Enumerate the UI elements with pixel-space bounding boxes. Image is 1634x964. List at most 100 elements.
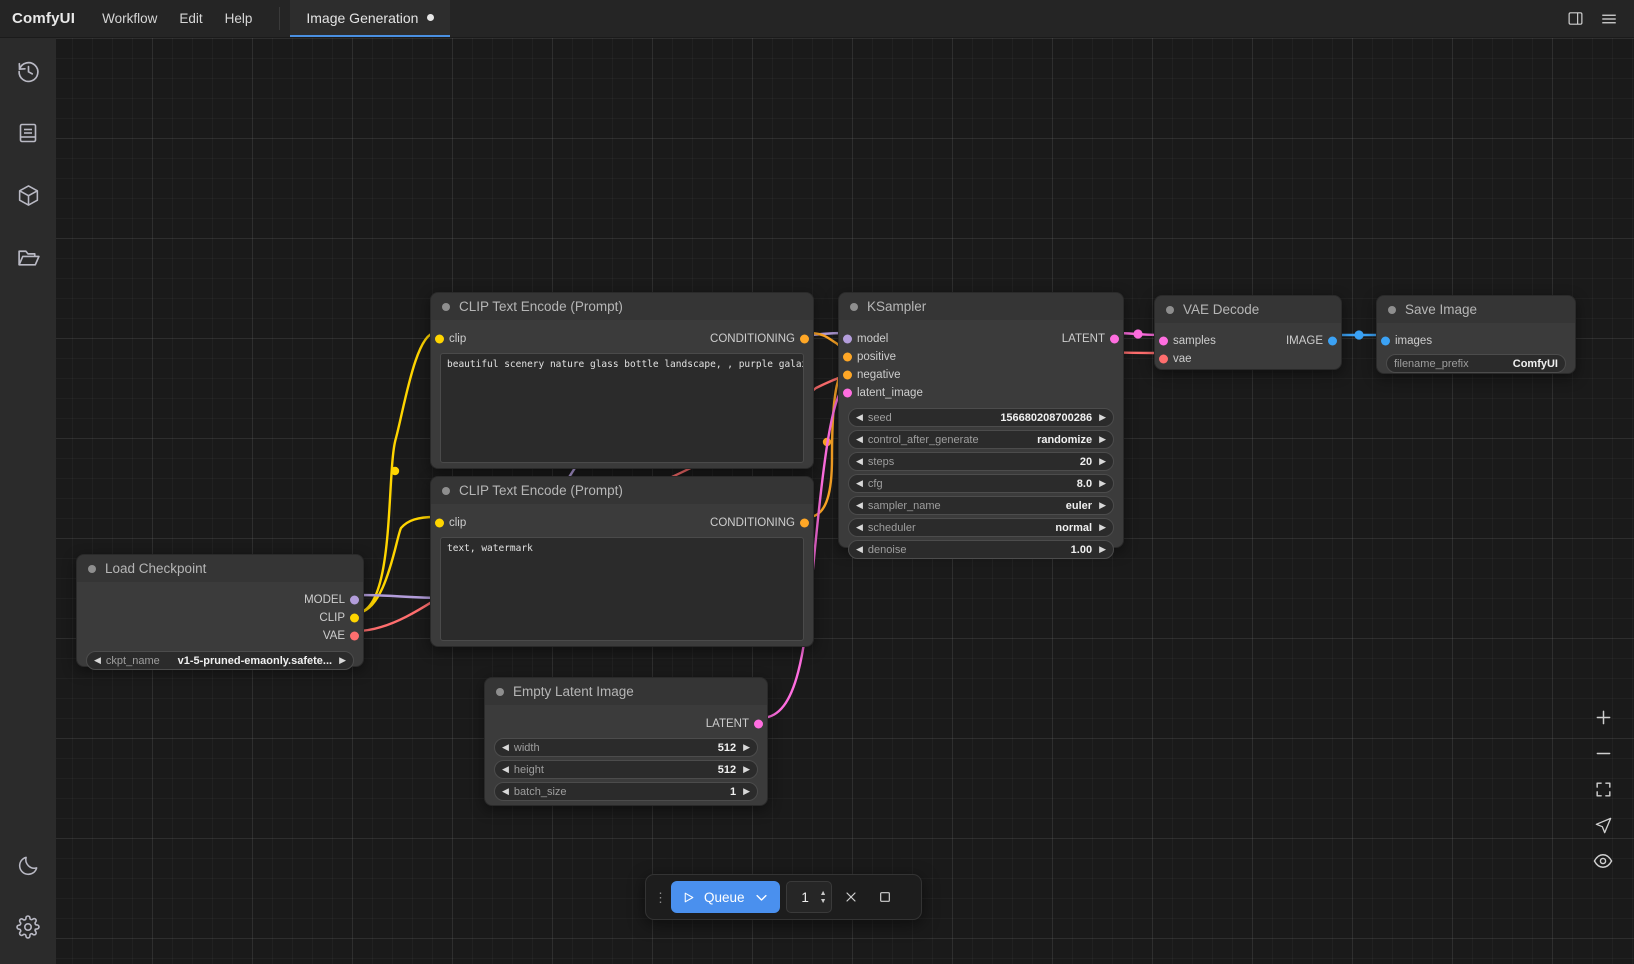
node-title-bar[interactable]: CLIP Text Encode (Prompt) — [431, 293, 813, 320]
node-vae-decode[interactable]: VAE Decode samples IMAGE vae — [1154, 295, 1342, 370]
increment-arrow-icon[interactable]: ▶ — [1099, 434, 1106, 444]
node-title-bar[interactable]: Save Image — [1377, 296, 1575, 323]
increment-arrow-icon[interactable]: ▶ — [339, 655, 346, 665]
node-collapse-dot[interactable] — [496, 687, 504, 696]
node-title-bar[interactable]: Empty Latent Image — [485, 678, 767, 705]
node-load-checkpoint[interactable]: Load Checkpoint MODEL CLIP VAE ◀ ckpt_na — [76, 554, 364, 670]
latent-output-dot[interactable] — [1110, 334, 1119, 344]
widget-control-after-generate[interactable]: ◀ control_after_generate randomize ▶ — [848, 430, 1114, 449]
node-empty-latent-image[interactable]: Empty Latent Image LATENT ◀ width 512 ▶ … — [484, 677, 768, 806]
menu-help[interactable]: Help — [224, 11, 253, 26]
workflows-folder-icon[interactable] — [0, 226, 56, 288]
node-collapse-dot[interactable] — [442, 486, 450, 495]
prompt-textarea-positive[interactable]: beautiful scenery nature glass bottle la… — [440, 353, 804, 463]
decrement-arrow-icon[interactable]: ◀ — [502, 764, 509, 774]
graph-canvas[interactable]: CLIP Text Encode (Prompt) clip CONDITION… — [56, 38, 1634, 964]
conditioning-output-dot[interactable] — [800, 334, 809, 344]
negative-input-dot[interactable] — [843, 370, 852, 380]
widget-sampler-name[interactable]: ◀ sampler_name euler ▶ — [848, 496, 1114, 515]
stepper-up-icon[interactable]: ▲ — [819, 889, 827, 897]
increment-arrow-icon[interactable]: ▶ — [743, 764, 750, 774]
increment-arrow-icon[interactable]: ▶ — [1099, 412, 1106, 422]
node-title-bar[interactable]: KSampler — [839, 293, 1123, 320]
widget-scheduler[interactable]: ◀ scheduler normal ▶ — [848, 518, 1114, 537]
increment-arrow-icon[interactable]: ▶ — [1099, 478, 1106, 488]
clear-queue-icon[interactable] — [836, 882, 866, 912]
node-ksampler[interactable]: KSampler model LATENT positive negative — [838, 292, 1124, 559]
increment-arrow-icon[interactable]: ▶ — [1099, 544, 1106, 554]
model-library-icon[interactable] — [0, 164, 56, 226]
queue-history-icon[interactable] — [0, 40, 56, 102]
decrement-arrow-icon[interactable]: ◀ — [94, 655, 101, 665]
widget-ckpt-name[interactable]: ◀ ckpt_name v1-5-pruned-emaonly.safete..… — [86, 651, 354, 670]
decrement-arrow-icon[interactable]: ◀ — [856, 500, 863, 510]
clip-input-dot[interactable] — [435, 334, 444, 344]
widget-width[interactable]: ◀ width 512 ▶ — [494, 738, 758, 757]
decrement-arrow-icon[interactable]: ◀ — [856, 522, 863, 532]
increment-arrow-icon[interactable]: ▶ — [743, 742, 750, 752]
zoom-in-icon[interactable] — [1586, 700, 1620, 734]
widget-cfg[interactable]: ◀ cfg 8.0 ▶ — [848, 474, 1114, 493]
decrement-arrow-icon[interactable]: ◀ — [856, 412, 863, 422]
stop-icon[interactable] — [870, 882, 900, 912]
prompt-textarea-negative[interactable]: text, watermark — [440, 537, 804, 641]
node-collapse-dot[interactable] — [88, 564, 96, 573]
panel-toggle-icon[interactable] — [1560, 4, 1590, 34]
node-collapse-dot[interactable] — [1166, 305, 1174, 314]
model-output-dot[interactable] — [350, 595, 359, 605]
image-output-dot[interactable] — [1328, 336, 1337, 346]
samples-input-dot[interactable] — [1159, 336, 1168, 346]
decrement-arrow-icon[interactable]: ◀ — [856, 434, 863, 444]
increment-arrow-icon[interactable]: ▶ — [1099, 456, 1106, 466]
latent-output-dot[interactable] — [754, 719, 763, 729]
clip-output-dot[interactable] — [350, 613, 359, 623]
drag-handle-icon[interactable]: ⋮ — [654, 889, 667, 905]
node-library-icon[interactable] — [0, 102, 56, 164]
node-clip-text-encode-negative[interactable]: CLIP Text Encode (Prompt) clip CONDITION… — [430, 476, 814, 647]
node-title-bar[interactable]: VAE Decode — [1155, 296, 1341, 323]
tab-image-generation[interactable]: Image Generation — [290, 0, 451, 37]
widget-filename-prefix[interactable]: filename_prefix ComfyUI — [1386, 354, 1566, 373]
conditioning-output-dot[interactable] — [800, 518, 809, 528]
stepper-arrows[interactable]: ▲ ▼ — [820, 890, 827, 905]
zoom-out-icon[interactable] — [1586, 736, 1620, 770]
images-input-dot[interactable] — [1381, 336, 1390, 346]
menu-workflow[interactable]: Workflow — [102, 11, 158, 26]
node-clip-text-encode-positive[interactable]: CLIP Text Encode (Prompt) clip CONDITION… — [430, 292, 814, 469]
node-collapse-dot[interactable] — [1388, 305, 1396, 314]
widget-seed[interactable]: ◀ seed 156680208700286 ▶ — [848, 408, 1114, 427]
decrement-arrow-icon[interactable]: ◀ — [856, 544, 863, 554]
select-mode-icon[interactable] — [1586, 808, 1620, 842]
clip-input-dot[interactable] — [435, 518, 444, 528]
node-title-bar[interactable]: Load Checkpoint — [77, 555, 363, 582]
queue-prompt-button[interactable]: Queue — [671, 881, 780, 913]
theme-toggle-icon[interactable] — [0, 834, 56, 896]
hamburger-menu-icon[interactable] — [1594, 4, 1624, 34]
widget-steps[interactable]: ◀ steps 20 ▶ — [848, 452, 1114, 471]
latent-image-input-dot[interactable] — [843, 388, 852, 398]
settings-gear-icon[interactable] — [0, 896, 56, 958]
widget-denoise[interactable]: ◀ denoise 1.00 ▶ — [848, 540, 1114, 559]
increment-arrow-icon[interactable]: ▶ — [1099, 522, 1106, 532]
menu-edit[interactable]: Edit — [179, 11, 203, 26]
stepper-down-icon[interactable]: ▼ — [819, 897, 827, 905]
increment-arrow-icon[interactable]: ▶ — [743, 786, 750, 796]
increment-arrow-icon[interactable]: ▶ — [1099, 500, 1106, 510]
toggle-link-visibility-icon[interactable] — [1586, 844, 1620, 878]
widget-batch-size[interactable]: ◀ batch_size 1 ▶ — [494, 782, 758, 801]
node-collapse-dot[interactable] — [442, 302, 450, 311]
model-input-dot[interactable] — [843, 334, 852, 344]
node-title-bar[interactable]: CLIP Text Encode (Prompt) — [431, 477, 813, 504]
decrement-arrow-icon[interactable]: ◀ — [856, 456, 863, 466]
vae-input-dot[interactable] — [1159, 354, 1168, 364]
decrement-arrow-icon[interactable]: ◀ — [856, 478, 863, 488]
fit-view-icon[interactable] — [1586, 772, 1620, 806]
widget-height[interactable]: ◀ height 512 ▶ — [494, 760, 758, 779]
decrement-arrow-icon[interactable]: ◀ — [502, 742, 509, 752]
node-save-image[interactable]: Save Image images filename_prefix ComfyU… — [1376, 295, 1576, 374]
node-collapse-dot[interactable] — [850, 302, 858, 311]
positive-input-dot[interactable] — [843, 352, 852, 362]
vae-output-dot[interactable] — [350, 631, 359, 641]
batch-count-stepper[interactable]: 1 ▲ ▼ — [785, 881, 832, 913]
chevron-down-icon[interactable] — [754, 890, 769, 905]
